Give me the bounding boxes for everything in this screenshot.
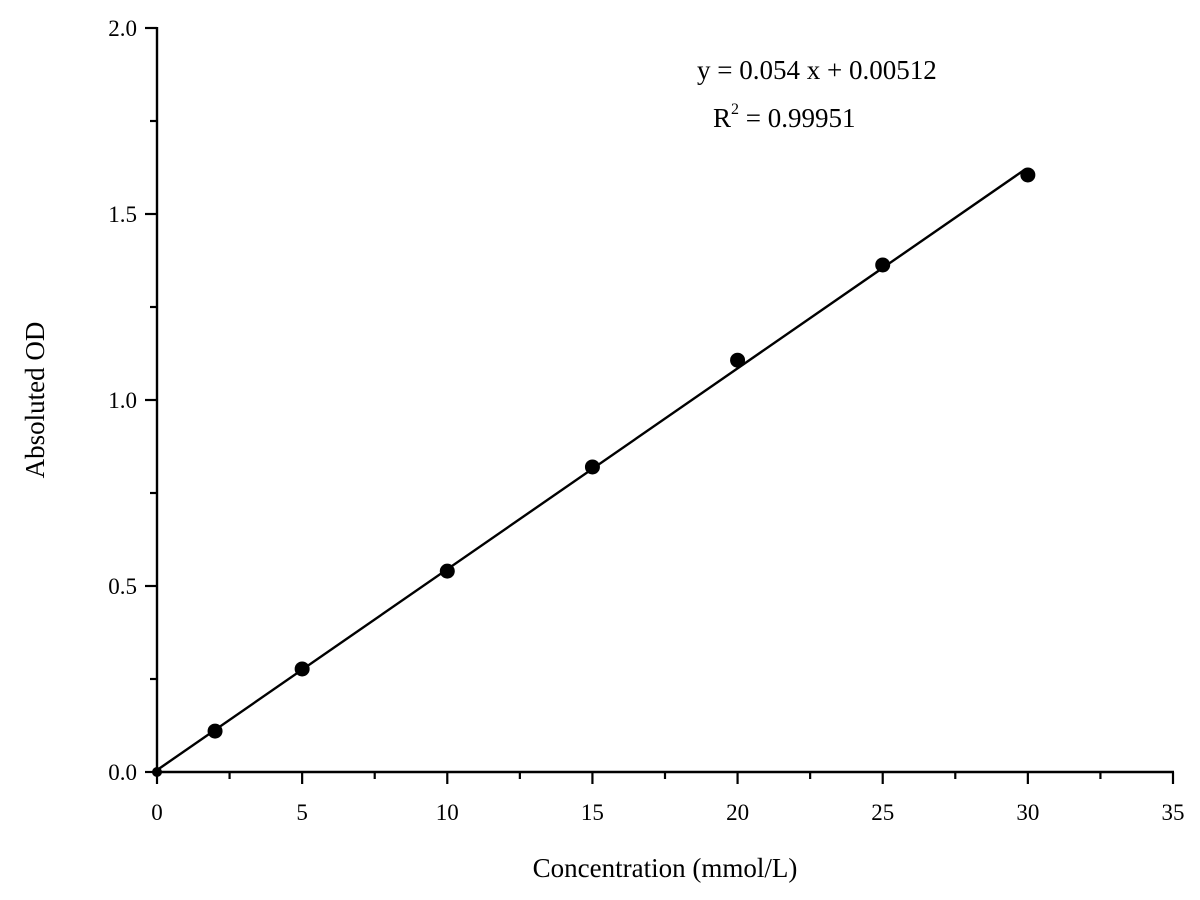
y-tick-label: 0.0 xyxy=(108,760,137,785)
axes: 0.0 0.5 1.0 1.5 2.0 0 5 10 15 20 25 30 35 xyxy=(108,16,1184,825)
x-tick-label: 30 xyxy=(1016,800,1039,825)
y-axis-label: Absoluted OD xyxy=(20,322,50,479)
r-squared-value: = 0.99951 xyxy=(739,103,855,133)
data-point xyxy=(584,459,600,475)
data-point xyxy=(439,563,455,579)
data-point xyxy=(730,352,746,368)
regression-equation: y = 0.054 x + 0.00512 xyxy=(697,55,937,85)
y-tick-label: 1.0 xyxy=(108,388,137,413)
y-tick-label: 0.5 xyxy=(108,574,137,599)
data-point xyxy=(875,257,891,273)
data-point xyxy=(207,723,223,739)
data-points xyxy=(152,167,1036,777)
x-tick-label: 25 xyxy=(871,800,894,825)
x-tick-label: 35 xyxy=(1162,800,1185,825)
x-tick-label: 5 xyxy=(296,800,308,825)
x-tick-label: 20 xyxy=(726,800,749,825)
x-axis-label: Concentration (mmol/L) xyxy=(533,853,798,883)
r-squared-superscript: 2 xyxy=(731,101,739,118)
y-tick-label: 1.5 xyxy=(108,202,137,227)
regression-annotation: y = 0.054 x + 0.00512 R2 = 0.99951 xyxy=(697,55,937,133)
y-axis-ticks: 0.0 0.5 1.0 1.5 2.0 xyxy=(108,16,157,785)
x-tick-label: 0 xyxy=(151,800,163,825)
x-tick-label: 10 xyxy=(436,800,459,825)
x-axis-ticks: 0 5 10 15 20 25 30 35 xyxy=(151,772,1185,825)
data-point xyxy=(1020,167,1036,183)
r-squared-prefix: R xyxy=(713,103,731,133)
y-tick-label: 2.0 xyxy=(108,16,137,41)
x-tick-label: 15 xyxy=(581,800,604,825)
data-point xyxy=(294,661,310,677)
r-squared: R2 = 0.99951 xyxy=(713,101,856,133)
